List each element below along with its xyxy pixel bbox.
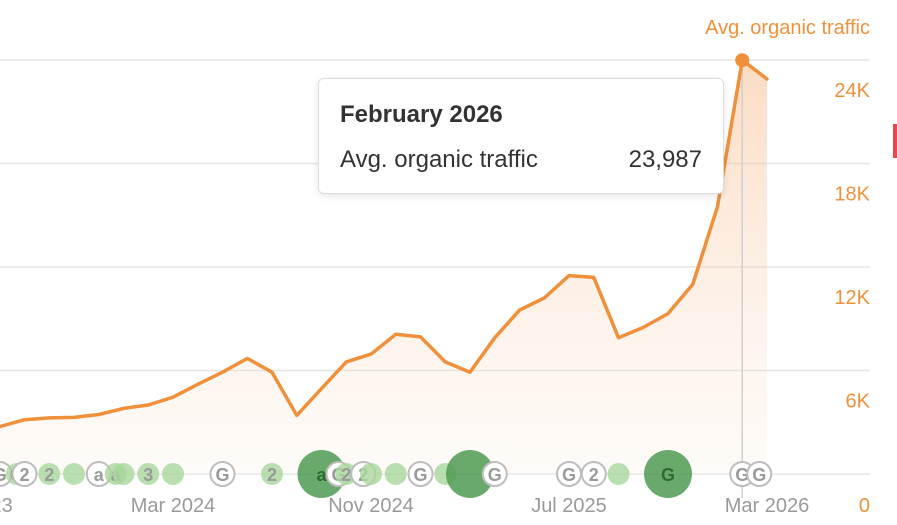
series-area (0, 60, 767, 474)
y-tick-label: 0 (859, 495, 870, 517)
event-marker[interactable]: 2 (261, 463, 283, 485)
svg-text:3: 3 (143, 465, 153, 485)
tooltip-metric-value: 23,987 (628, 146, 702, 173)
event-marker[interactable] (446, 450, 494, 498)
svg-text:2: 2 (19, 465, 29, 485)
data-point-highlight[interactable] (735, 53, 750, 68)
svg-text:G: G (735, 465, 749, 485)
event-marker[interactable]: 2 (580, 461, 607, 487)
svg-text:G: G (488, 465, 502, 485)
x-tick-label: Jul 2025 (531, 495, 607, 517)
event-marker[interactable]: G (746, 461, 773, 487)
svg-text:G: G (752, 465, 766, 485)
y-tick-label: 18K (834, 184, 870, 206)
y-axis-labels: 0 6K 12K 18K 24K (834, 80, 870, 517)
y-tick-label: 12K (834, 287, 870, 309)
series-legend-label[interactable]: Avg. organic traffic (705, 17, 870, 39)
svg-text:2: 2 (341, 465, 351, 485)
x-axis-labels: Jul 2023 Mar 2024 Nov 2024 Jul 2025 Mar 2026 (0, 495, 809, 517)
event-marker[interactable] (384, 463, 407, 485)
event-marker[interactable] (162, 463, 184, 485)
tooltip-title: February 2026 (340, 101, 503, 128)
x-tick-label: Jul 2023 (0, 495, 13, 517)
svg-text:G: G (562, 465, 576, 485)
svg-text:2: 2 (267, 465, 277, 485)
svg-text:G: G (215, 465, 229, 485)
svg-text:a: a (94, 465, 105, 485)
event-marker[interactable]: G (407, 461, 434, 487)
x-tick-label: Mar 2024 (131, 495, 216, 517)
series-line[interactable] (0, 58, 769, 433)
svg-text:G: G (661, 465, 675, 485)
svg-text:2: 2 (44, 465, 54, 485)
event-marker[interactable]: 2 (11, 461, 38, 487)
event-marker[interactable]: 2 (38, 463, 61, 485)
tooltip-metric-label: Avg. organic traffic (340, 146, 538, 173)
annotation-layer: GaGG22aa3G2aG22GGG2GGG (0, 450, 773, 498)
event-marker[interactable]: 3 (137, 463, 160, 485)
svg-text:a: a (316, 465, 327, 485)
event-marker[interactable] (112, 463, 135, 485)
event-marker[interactable]: G (481, 461, 508, 487)
area-layer (0, 60, 767, 474)
svg-text:2: 2 (589, 465, 599, 485)
event-marker[interactable] (63, 463, 85, 485)
line-layer (0, 53, 769, 433)
event-marker[interactable]: G (644, 450, 692, 498)
event-marker[interactable]: a (85, 461, 112, 487)
y-tick-label: 6K (846, 391, 871, 413)
svg-text:G: G (413, 465, 427, 485)
event-marker[interactable] (607, 463, 630, 485)
event-marker[interactable]: G (209, 461, 236, 487)
event-marker[interactable] (360, 463, 382, 485)
svg-text:G: G (0, 465, 7, 485)
y-tick-label: 24K (834, 80, 870, 102)
x-tick-label: Mar 2026 (725, 495, 810, 517)
x-tick-label: Nov 2024 (328, 495, 414, 517)
edge-marker (893, 124, 897, 158)
event-marker[interactable]: G (556, 461, 582, 487)
chart-tooltip: February 2026 Avg. organic traffic 23,98… (318, 78, 724, 194)
